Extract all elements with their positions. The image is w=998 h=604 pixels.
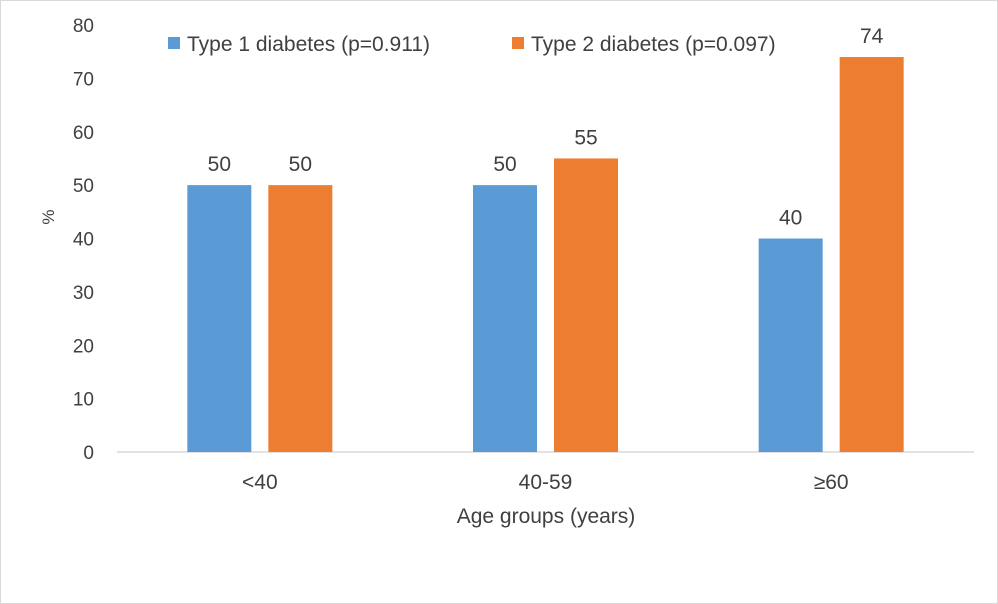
y-axis-ticks: 0 10 20 30 40 50 60 70 80 (73, 16, 94, 464)
y-tick-label: 0 (83, 443, 94, 464)
y-tick-label: 30 (73, 283, 94, 304)
bar-value-label: 74 (860, 25, 884, 48)
bar-value-label: 40 (779, 207, 802, 230)
bar-data-labels: 50 50 50 55 40 74 (208, 25, 884, 229)
bar-value-label: 50 (493, 153, 516, 176)
legend-entry-series-1: Type 1 diabetes (p=0.911) (187, 33, 430, 56)
legend-entry-series-2: Type 2 diabetes (p=0.097) (531, 33, 776, 56)
y-tick-label: 40 (73, 230, 94, 251)
y-tick-label: 10 (73, 390, 94, 411)
y-tick-label: 60 (73, 123, 94, 144)
bar-value-label: 55 (574, 126, 597, 149)
bars (187, 57, 904, 453)
bar-series-1-3 (758, 238, 823, 452)
legend-swatch-series-1 (168, 37, 180, 49)
x-tick-label: ≥60 (814, 471, 849, 494)
y-tick-label: 20 (73, 336, 94, 357)
x-axis-label: Age groups (years) (457, 505, 636, 528)
bar-series-2-1 (268, 185, 333, 452)
x-axis-ticks: <40 40-59 ≥60 (242, 471, 849, 494)
x-tick-label: <40 (242, 471, 278, 494)
bar-value-label: 50 (289, 153, 312, 176)
bar-series-1-2 (473, 185, 537, 452)
bar-series-2-2 (554, 158, 618, 452)
legend-swatch-series-2 (512, 37, 524, 49)
y-tick-label: 80 (73, 16, 94, 37)
bar-series-1-1 (187, 185, 252, 452)
bar-series-2-3 (839, 57, 904, 453)
y-axis-label: % (39, 209, 58, 224)
x-tick-label: 40-59 (519, 471, 573, 494)
y-tick-label: 70 (73, 69, 94, 90)
legend: Type 1 diabetes (p=0.911) Type 2 diabete… (168, 33, 776, 56)
y-tick-label: 50 (73, 176, 94, 197)
bar-value-label: 50 (208, 153, 231, 176)
